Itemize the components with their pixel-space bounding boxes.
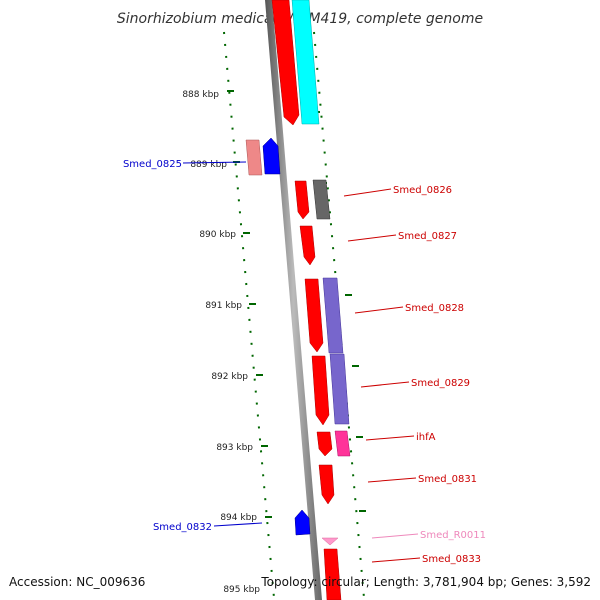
- gene-arrow-smed-0828[interactable]: [304, 278, 324, 353]
- gene-block-smed-0828-purple[interactable]: [322, 277, 344, 354]
- kbp-label-889: 889 kbp: [190, 160, 227, 170]
- gene-label-smed-0828[interactable]: Smed_0828: [405, 303, 464, 314]
- gene-label-smed-0831[interactable]: Smed_0831: [418, 474, 477, 485]
- kbp-label-888: 888 kbp: [182, 90, 219, 100]
- gene-arrow-smed-r0011[interactable]: [321, 537, 339, 546]
- gene-label-ihfa[interactable]: ihfA: [416, 432, 436, 443]
- accession-text: Accession: NC_009636: [9, 575, 145, 589]
- gene-label-smed-0825[interactable]: Smed_0825: [123, 159, 182, 170]
- gene-block-ihfa-pink[interactable]: [334, 430, 351, 457]
- kbp-label-895: 895 kbp: [223, 585, 260, 595]
- gene-labels: Smed_0825 Smed_0826 Smed_0827 Smed_0828 …: [123, 159, 486, 565]
- kbp-label-891: 891 kbp: [205, 301, 242, 311]
- gene-label-smed-0829[interactable]: Smed_0829: [411, 378, 470, 389]
- gene-block-top-cyan[interactable]: [291, 0, 320, 125]
- gene-block-salmon[interactable]: [245, 139, 263, 176]
- gene-label-smed-r0011[interactable]: Smed_R0011: [420, 530, 486, 541]
- kbp-label-894: 894 kbp: [220, 513, 257, 523]
- genome-backbone: [265, 0, 322, 600]
- gene-block-smed-0829-purple[interactable]: [329, 353, 350, 425]
- gene-block-smed-0826-gray[interactable]: [312, 179, 331, 220]
- gene-label-smed-0827[interactable]: Smed_0827: [398, 231, 457, 242]
- gene-arrow-smed-0829[interactable]: [311, 355, 330, 426]
- gene-arrow-smed-0825[interactable]: [262, 137, 281, 175]
- gene-arrow-smed-0827[interactable]: [299, 225, 316, 266]
- gene-label-smed-0833[interactable]: Smed_0833: [422, 554, 481, 565]
- gene-arrow-smed-0831[interactable]: [318, 464, 335, 505]
- kbp-labels: 888 kbp 889 kbp 890 kbp 891 kbp 892 kbp …: [182, 90, 260, 595]
- topology-text: Topology: circular; Length: 3,781,904 bp…: [260, 575, 591, 589]
- gene-arrow-ihfa[interactable]: [316, 431, 333, 457]
- kbp-label-893: 893 kbp: [216, 443, 253, 453]
- gene-arrow-smed-0826[interactable]: [294, 180, 310, 220]
- kbp-label-890: 890 kbp: [199, 230, 236, 240]
- gene-arrow-smed-0832[interactable]: [294, 509, 311, 536]
- gene-label-smed-0832[interactable]: Smed_0832: [153, 522, 212, 533]
- kbp-label-892: 892 kbp: [211, 372, 248, 382]
- label-leader-lines: [182, 161, 421, 563]
- gene-arrow-top-red[interactable]: [271, 0, 300, 126]
- gene-arrow-smed-0833[interactable]: [323, 548, 342, 600]
- gene-label-smed-0826[interactable]: Smed_0826: [393, 185, 452, 196]
